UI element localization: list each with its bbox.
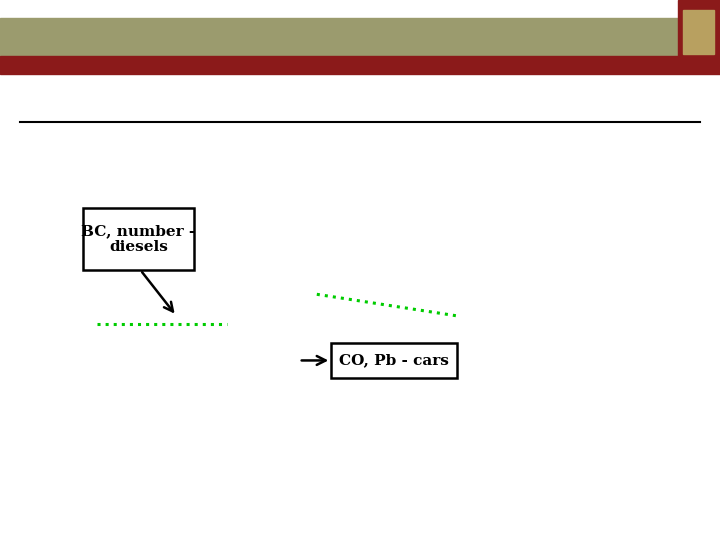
Bar <box>331 343 457 378</box>
Text: BC, number -
diesels: BC, number - diesels <box>81 224 196 254</box>
Bar <box>83 208 194 270</box>
Text: CO, Pb - cars: CO, Pb - cars <box>339 354 449 367</box>
Text: Study of ultrafine particles near a major highway
Zhu et al (2002); Lead from Ca: Study of ultrafine particles near a majo… <box>20 24 669 76</box>
